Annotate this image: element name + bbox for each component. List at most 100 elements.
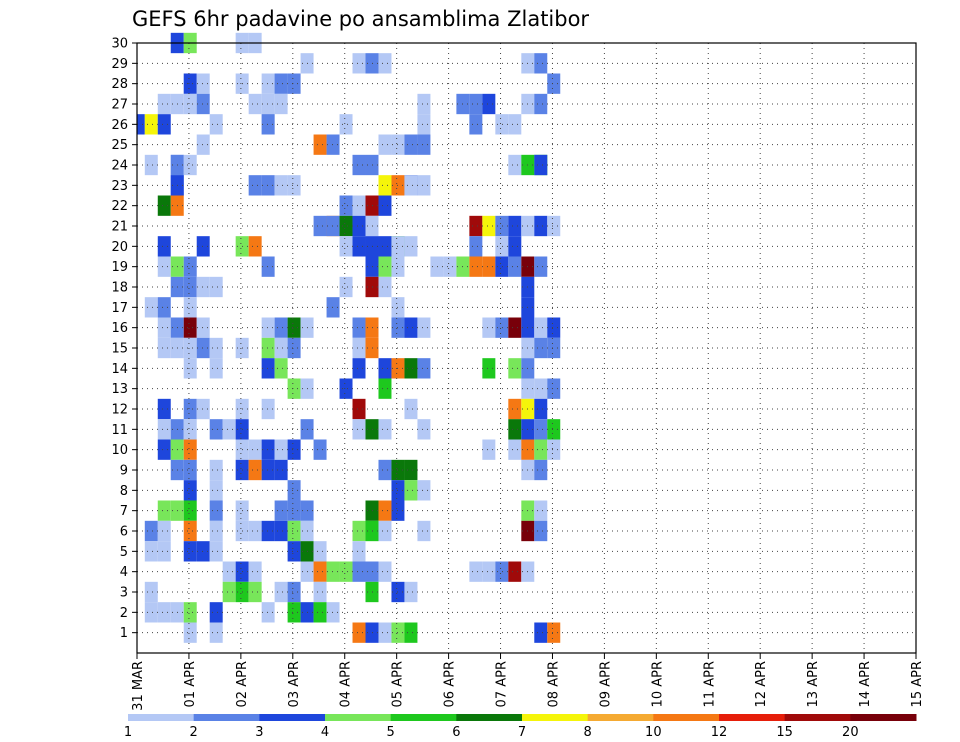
heatmap-cell [378, 561, 392, 582]
heatmap-cell [534, 398, 548, 420]
heatmap-cell [144, 602, 158, 623]
heatmap-cell [261, 398, 275, 420]
x-tick-label: 11 APR [702, 661, 717, 707]
colorbar-swatch [325, 714, 392, 721]
heatmap-cell [469, 561, 483, 582]
heatmap-cell [534, 317, 548, 338]
heatmap-cell [352, 236, 366, 257]
colorbar-label: 12 [711, 725, 728, 740]
y-tick-label: 6 [120, 525, 128, 540]
heatmap-cell [404, 236, 418, 257]
heatmap-cell [508, 398, 522, 420]
heatmap-cell [274, 520, 288, 542]
heatmap-cell [508, 154, 522, 176]
heatmap-cell [287, 602, 301, 623]
heatmap-cell [287, 480, 301, 501]
heatmap-cell [144, 297, 158, 318]
heatmap-cell [274, 93, 288, 115]
heatmap-cell [287, 581, 301, 603]
heatmap-cell [495, 317, 509, 338]
heatmap-cell [482, 561, 496, 582]
heatmap-cell [209, 622, 223, 643]
heatmap-cell [534, 419, 548, 440]
heatmap-cell [508, 439, 522, 460]
heatmap-cell [248, 581, 262, 603]
heatmap-cell [508, 236, 522, 257]
x-tick-label: 05 APR [391, 661, 406, 707]
heatmap-cell [274, 439, 288, 460]
y-tick-label: 28 [111, 77, 128, 92]
heatmap-cell [183, 256, 197, 277]
heatmap-cell [404, 358, 418, 379]
heatmap-cell [287, 378, 301, 399]
heatmap-cell [534, 215, 548, 237]
heatmap-cell [196, 276, 210, 298]
heatmap-cell [352, 520, 366, 542]
heatmap-cell [157, 419, 171, 440]
heatmap-cell [326, 134, 340, 155]
heatmap-cell [287, 73, 301, 94]
heatmap-cell [534, 520, 548, 542]
heatmap-cell [430, 256, 444, 277]
colorbar-swatch [850, 714, 917, 721]
y-tick-label: 26 [111, 118, 128, 133]
heatmap-cell [482, 358, 496, 379]
heatmap-cell [144, 541, 158, 562]
y-tick-label: 24 [111, 159, 128, 174]
heatmap-cell [287, 541, 301, 562]
heatmap-cell [339, 215, 353, 237]
x-tick-label: 14 APR [858, 661, 873, 707]
colorbar-swatch [456, 714, 523, 721]
y-tick-label: 1 [120, 626, 128, 641]
heatmap-cell [417, 134, 431, 155]
heatmap-cell [469, 236, 483, 257]
x-tick-label: 04 APR [339, 661, 354, 707]
heatmap-cell [248, 93, 262, 115]
heatmap-cell [339, 195, 353, 216]
heatmap-cell [287, 175, 301, 196]
colorbar-label: 2 [190, 725, 198, 740]
heatmap-cell [183, 154, 197, 176]
heatmap-cell [352, 561, 366, 582]
y-tick-label: 23 [111, 179, 128, 194]
heatmap-cell [534, 500, 548, 521]
heatmap-cell [378, 622, 392, 643]
colorbar-label: 10 [645, 725, 662, 740]
heatmap-cell [209, 358, 223, 379]
heatmap-cell [313, 541, 327, 562]
heatmap-cell [417, 358, 431, 379]
heatmap-cell [495, 236, 509, 257]
colorbar-swatch [587, 714, 654, 721]
x-tick-label: 07 APR [495, 661, 510, 707]
heatmap-cell [261, 256, 275, 277]
y-tick-label: 9 [120, 464, 128, 479]
heatmap-cell [183, 398, 197, 420]
heatmap-cell [209, 520, 223, 542]
heatmap-cell [482, 439, 496, 460]
heatmap-cell [378, 419, 392, 440]
heatmap-cell [508, 215, 522, 237]
heatmap-cell [417, 317, 431, 338]
heatmap-cell [274, 317, 288, 338]
heatmap-cell [404, 175, 418, 196]
heatmap-cell [404, 134, 418, 155]
heatmap-cell [326, 297, 340, 318]
heatmap-cell [183, 500, 197, 521]
y-tick-label: 15 [111, 342, 128, 357]
heatmap-cell [261, 175, 275, 196]
heatmap-cell [261, 520, 275, 542]
heatmap-cell [378, 195, 392, 216]
y-tick-label: 3 [120, 586, 128, 601]
heatmap-cell [196, 236, 210, 257]
heatmap-cell [248, 236, 262, 257]
y-tick-label: 29 [111, 57, 128, 72]
colorbar-swatch [719, 714, 786, 721]
heatmap-cell [547, 215, 561, 237]
heatmap-cell [144, 154, 158, 176]
heatmap-cell [196, 93, 210, 115]
heatmap-cell [469, 114, 483, 135]
heatmap-cell [417, 480, 431, 501]
heatmap-cell [183, 419, 197, 440]
heatmap-cell [196, 73, 210, 94]
colorbar-label: 15 [776, 725, 793, 740]
